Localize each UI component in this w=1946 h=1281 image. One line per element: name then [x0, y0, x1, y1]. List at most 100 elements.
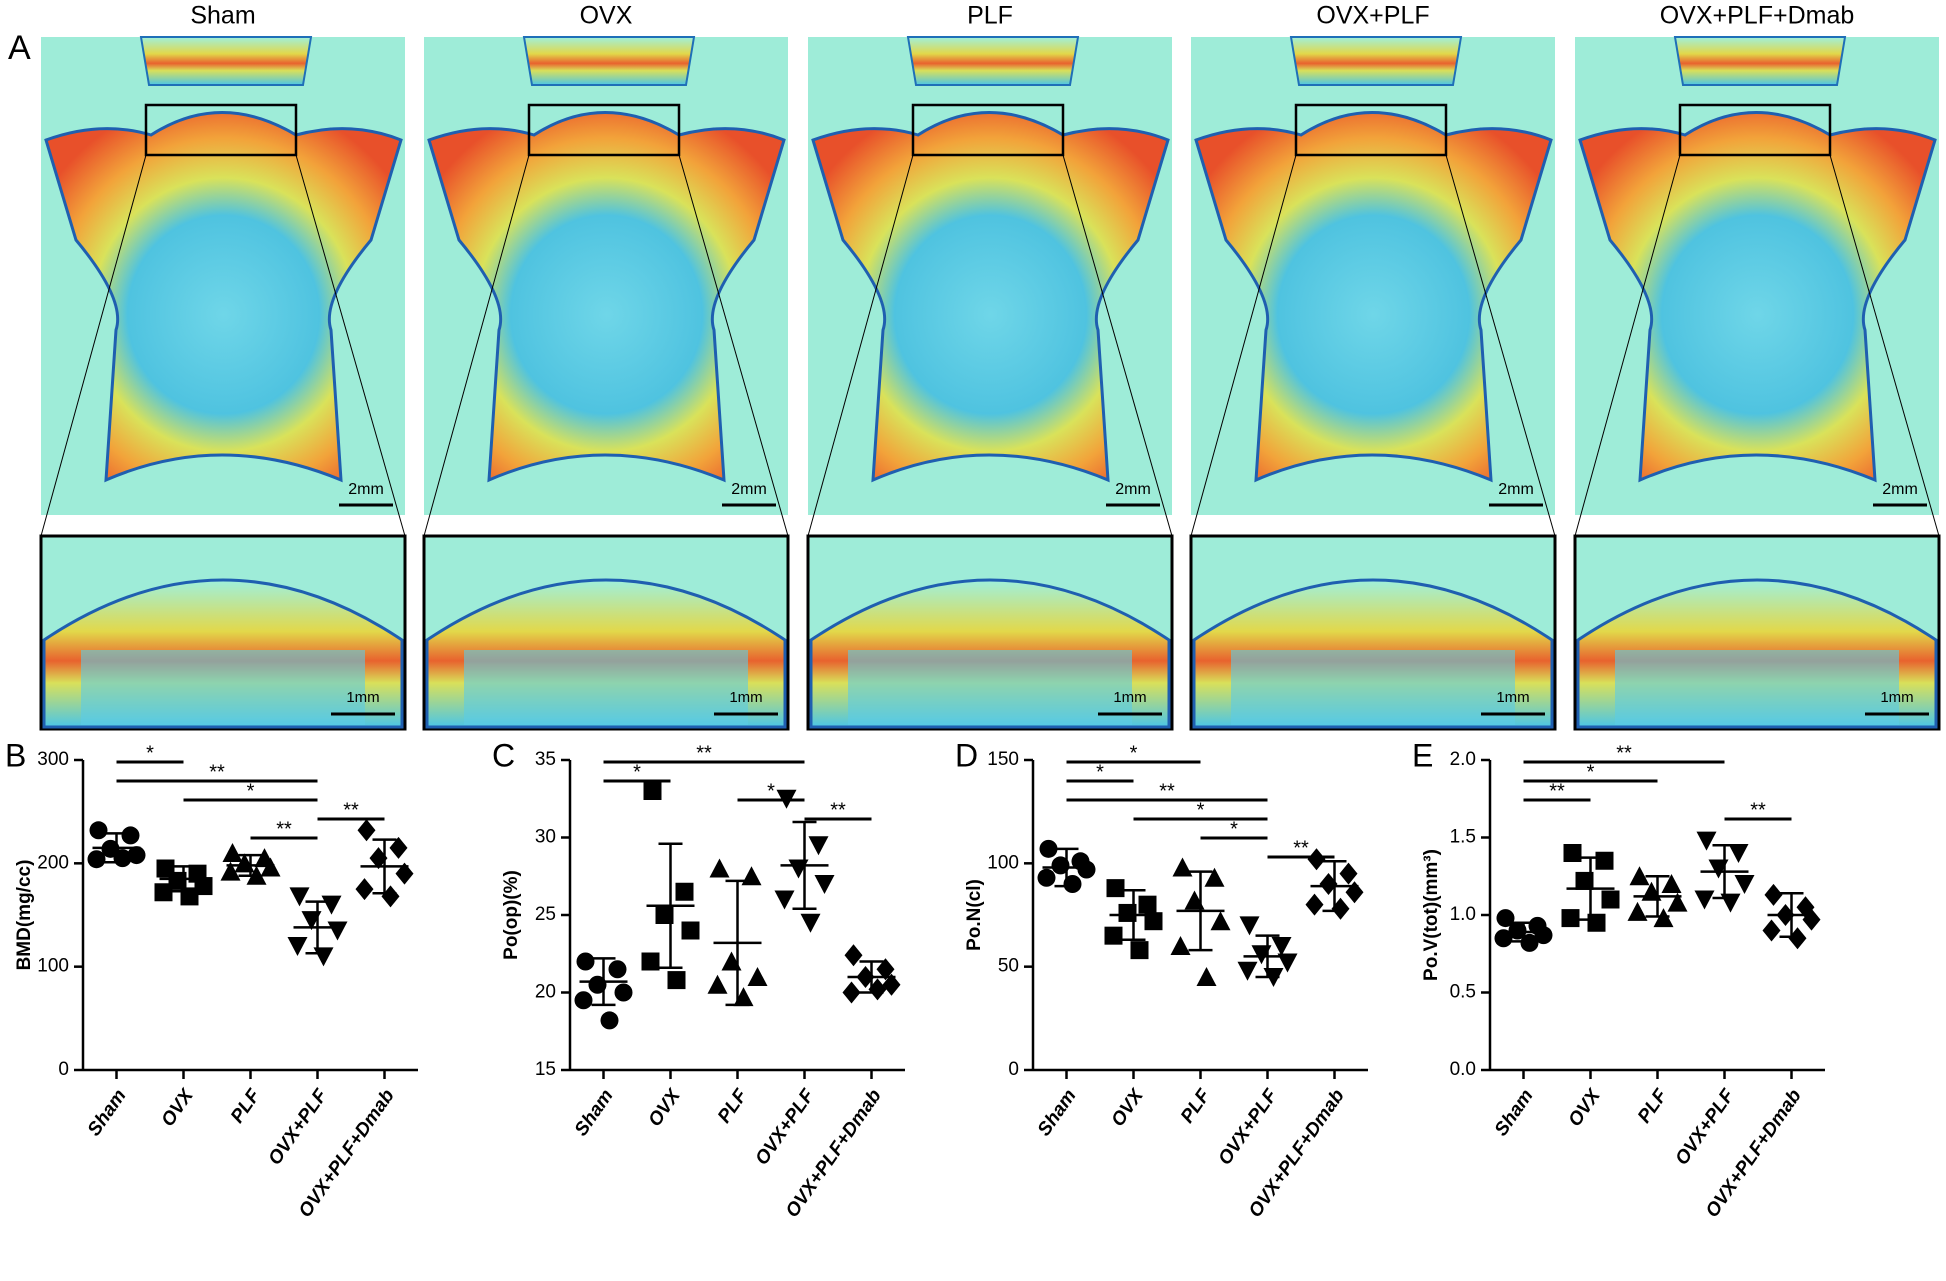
data-point: [868, 978, 887, 1001]
data-point: [681, 921, 700, 940]
data-point: [327, 921, 348, 941]
zoom-line: [40, 154, 147, 537]
data-point: [1561, 909, 1580, 928]
significance-label: **: [830, 799, 846, 821]
data-point: [127, 846, 146, 865]
column-title: PLF: [967, 2, 1013, 30]
significance-label: *: [1587, 761, 1595, 783]
data-point: [1496, 909, 1515, 928]
roi-box: [1678, 103, 1832, 157]
y-tick-label: 50: [998, 956, 1019, 977]
data-point: [1734, 875, 1755, 894]
vertebra-body: [1194, 111, 1553, 483]
y-tick-label: 2.0: [1450, 749, 1476, 770]
x-tick-label: Sham: [84, 1086, 131, 1141]
data-point: [643, 782, 662, 800]
data-point: [1534, 926, 1553, 945]
data-point: [1629, 866, 1650, 886]
significance-label: *: [146, 742, 154, 764]
data-point: [709, 858, 730, 878]
data-point: [1204, 867, 1225, 887]
significance-label: **: [343, 799, 359, 821]
data-point: [574, 991, 593, 1010]
panel-label: B: [5, 737, 26, 773]
data-point: [741, 866, 762, 886]
data-point: [369, 847, 388, 870]
y-tick-label: 150: [987, 749, 1019, 770]
data-point: [1051, 856, 1070, 875]
scale-label: 2mm: [731, 481, 767, 498]
data-point: [395, 862, 414, 885]
vertebra-top: [1673, 36, 1847, 86]
data-point: [747, 967, 768, 986]
significance-label: *: [247, 780, 255, 802]
y-tick-label: 35: [535, 749, 556, 770]
data-point: [1508, 921, 1527, 940]
data-point: [814, 875, 835, 894]
zoom-line: [295, 154, 406, 537]
y-axis-label: Po(op)(%): [501, 870, 522, 960]
y-tick-label: 25: [535, 904, 556, 925]
roi-box: [144, 103, 298, 157]
data-point: [800, 913, 821, 933]
y-tick-label: 0.0: [1450, 1059, 1476, 1080]
data-point: [1077, 860, 1096, 879]
data-point: [1661, 874, 1682, 893]
data-point: [1345, 881, 1364, 904]
significance-label: **: [1293, 837, 1309, 859]
y-axis-label: Po.V(tot)(mm³): [1421, 849, 1442, 981]
scale-label: 1mm: [1496, 689, 1529, 706]
zoom-line: [1574, 154, 1681, 537]
panel-label: D: [955, 737, 978, 773]
scale-label: 2mm: [1498, 481, 1534, 498]
vertebra-top: [1289, 36, 1463, 86]
data-point: [1271, 937, 1292, 956]
x-tick-label: PLF: [227, 1085, 266, 1128]
scale-label: 1mm: [1113, 689, 1146, 706]
data-point: [1319, 873, 1338, 895]
zoom-line: [807, 154, 914, 537]
data-point: [1106, 879, 1125, 898]
roi-box: [911, 103, 1065, 157]
y-tick-label: 30: [535, 827, 556, 848]
data-point: [355, 878, 374, 901]
significance-label: **: [696, 742, 712, 764]
vertebra-top: [522, 36, 696, 86]
significance-label: **: [209, 761, 225, 783]
data-point: [1039, 839, 1058, 858]
data-point: [154, 883, 173, 902]
data-point: [1764, 883, 1783, 906]
significance-label: *: [1096, 761, 1104, 783]
data-point: [774, 890, 795, 910]
roi-box: [1294, 103, 1448, 157]
x-tick-label: Sham: [1491, 1086, 1538, 1141]
data-point: [588, 975, 607, 994]
data-point: [1170, 936, 1191, 955]
significance-label: *: [633, 761, 641, 783]
data-point: [1788, 927, 1807, 950]
x-tick-label: PLF: [714, 1085, 753, 1128]
data-point: [1063, 875, 1082, 893]
y-tick-label: 0.5: [1450, 982, 1476, 1003]
data-point: [1694, 890, 1715, 910]
data-point: [614, 983, 633, 1002]
y-tick-label: 20: [535, 982, 556, 1003]
y-tick-label: 0: [58, 1059, 69, 1080]
zoom-inner: [1231, 650, 1515, 725]
zoom-line: [678, 154, 789, 537]
column-title: Sham: [190, 2, 255, 30]
data-point: [168, 871, 187, 890]
data-point: [1144, 912, 1163, 931]
y-tick-label: 1.0: [1450, 904, 1476, 925]
data-point: [381, 885, 400, 908]
data-point: [1601, 890, 1620, 909]
data-point: [1104, 926, 1123, 945]
x-tick-label: OVX+PLF: [1215, 1085, 1283, 1170]
data-point: [1237, 961, 1258, 981]
data-point: [220, 861, 241, 881]
data-point: [1520, 933, 1539, 952]
scale-label: 1mm: [1880, 689, 1913, 706]
y-tick-label: 200: [37, 852, 69, 873]
scale-label: 1mm: [346, 689, 379, 706]
